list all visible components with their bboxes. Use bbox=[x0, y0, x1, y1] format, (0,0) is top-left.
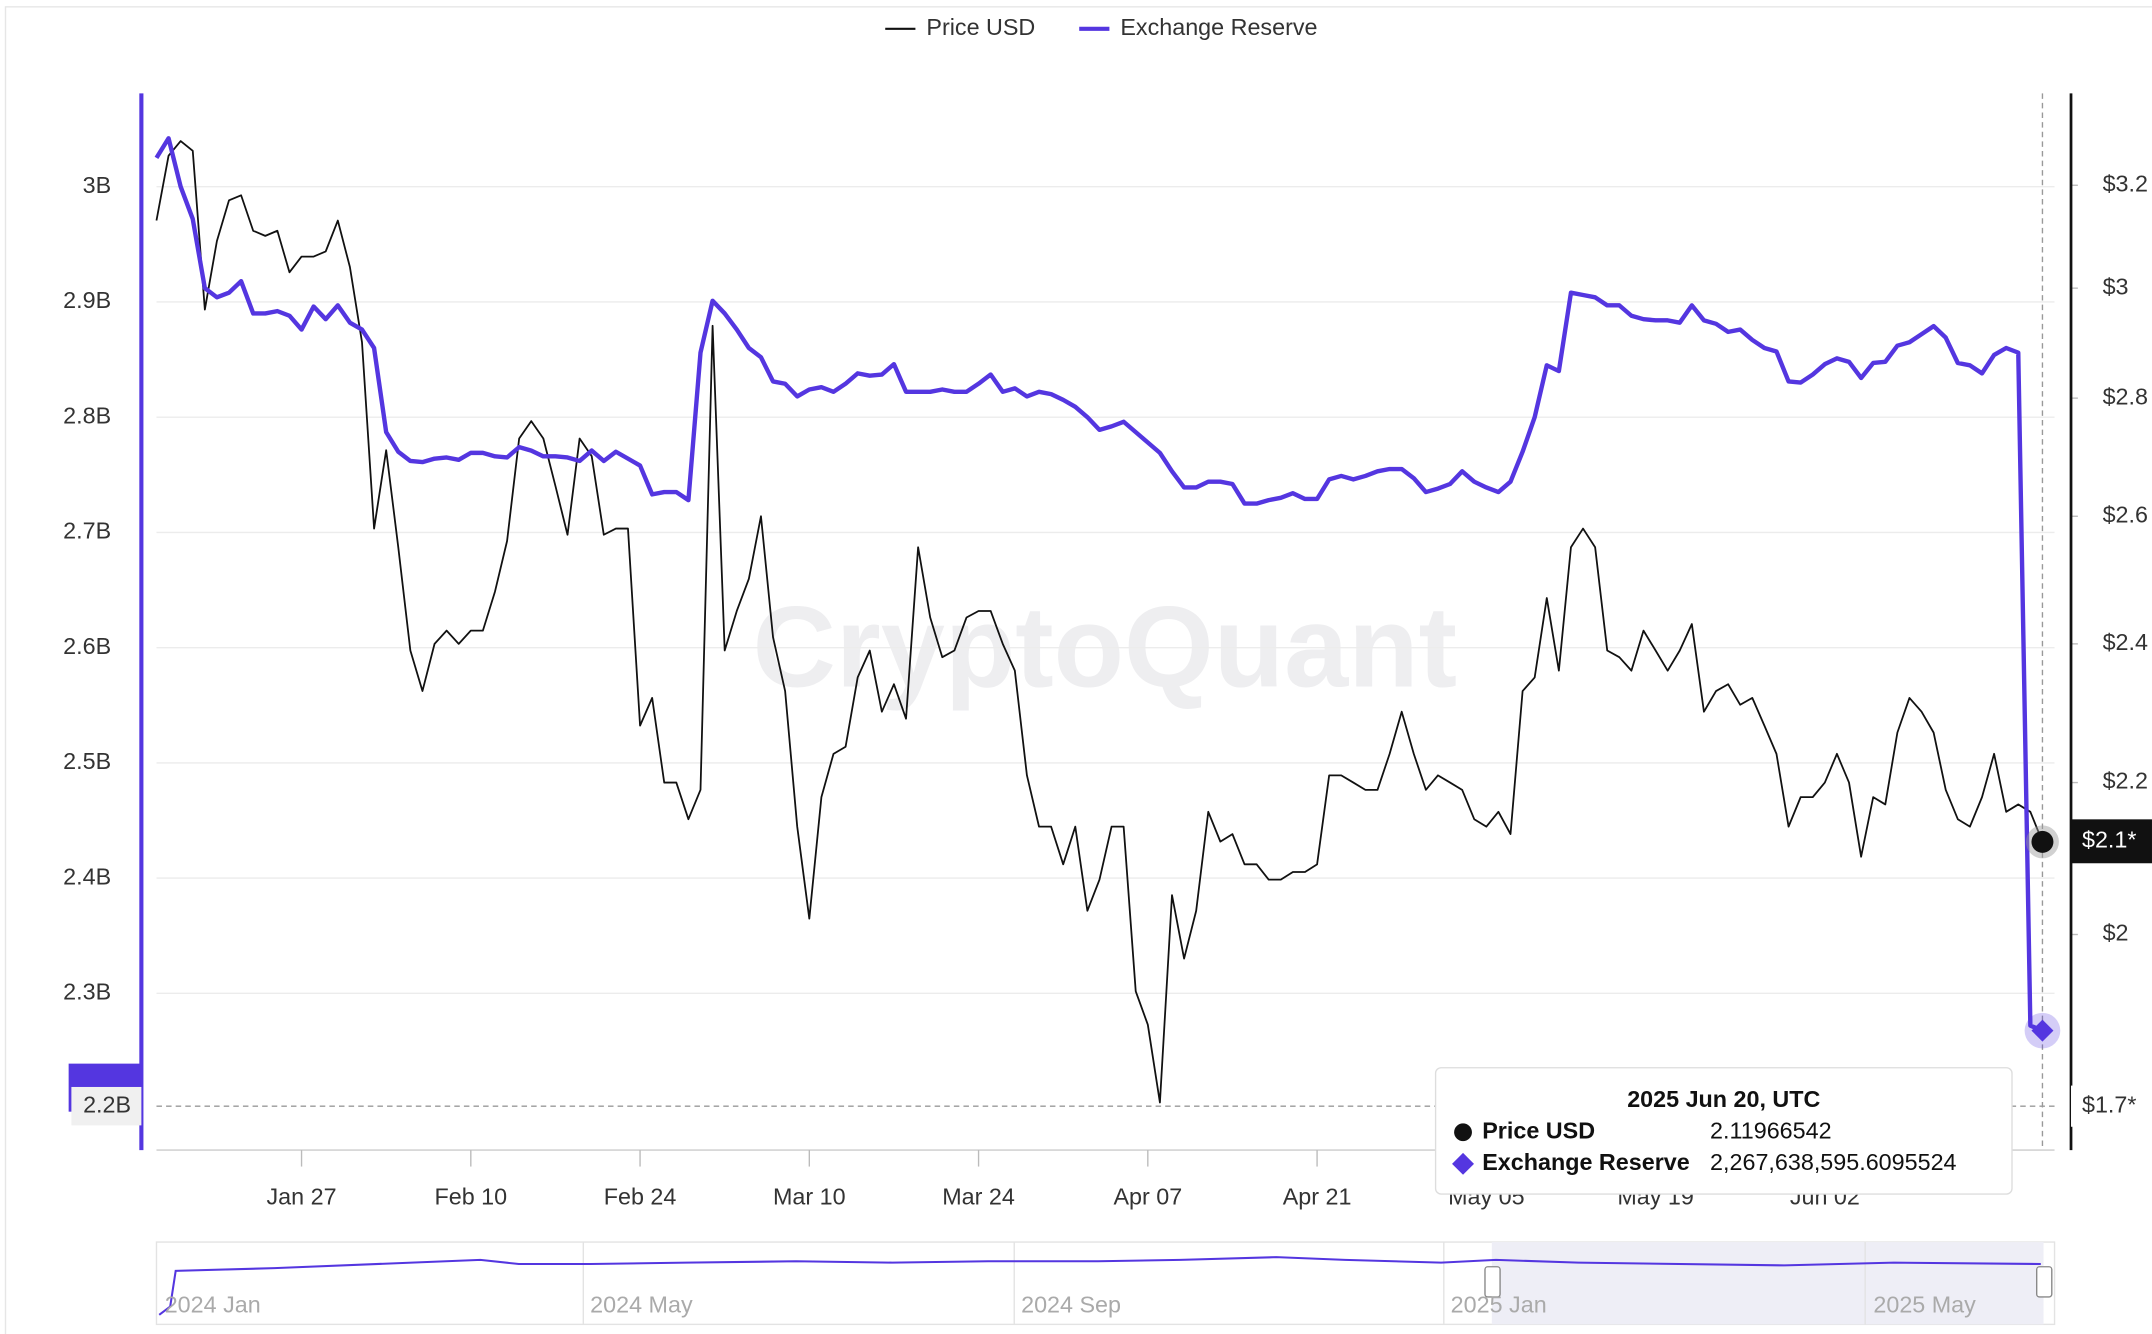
y2-tick-label: $2 bbox=[2103, 920, 2129, 946]
series-line bbox=[155, 140, 2044, 1104]
navigator-handle[interactable] bbox=[1484, 1266, 1501, 1298]
cursor-label: 2.2B bbox=[83, 1091, 131, 1117]
navigator bbox=[155, 1241, 2056, 1326]
plot: 2.3B 2.4B 2.5B 2.6B 2.7B 2.8B 2.9B 3B $2 $2.2 $2.4… bbox=[63, 93, 2152, 1209]
tooltip-name: Price USD bbox=[1482, 1117, 1595, 1143]
cursor-label-box bbox=[71, 1086, 142, 1126]
cursor-label: $1.7* bbox=[2082, 1091, 2136, 1117]
y2-tick-label: $2.8 bbox=[2103, 383, 2148, 409]
tooltip-icon bbox=[1454, 1123, 1472, 1142]
y-tick-label: 2.6B bbox=[63, 633, 111, 659]
navigator-label: 2025 Jan bbox=[1451, 1292, 1547, 1318]
x-tick-label: Feb 10 bbox=[434, 1183, 507, 1209]
tooltip-value: 2,267,638,595.6095524 bbox=[1710, 1149, 1957, 1175]
tooltip-title: 2025 Jun 20, UTC bbox=[1627, 1086, 1820, 1112]
tooltip-box bbox=[1434, 1067, 2013, 1195]
y2-tick-label: $3 bbox=[2103, 273, 2129, 299]
x-tick-label: Mar 24 bbox=[942, 1183, 1015, 1209]
highlight-point bbox=[2031, 830, 2054, 853]
frame bbox=[4, 6, 2152, 1334]
y-tick-label: 2.8B bbox=[63, 402, 111, 428]
y-tick-label: 3B bbox=[83, 172, 112, 198]
navigator-label: 2024 May bbox=[590, 1292, 693, 1318]
navigator-label: 2025 May bbox=[1873, 1292, 1976, 1318]
series-line bbox=[154, 136, 2044, 1033]
navigator-handle[interactable] bbox=[2036, 1266, 2053, 1298]
tooltip-value: 2.11966542 bbox=[1710, 1117, 1832, 1143]
y-tick-label: 2.3B bbox=[63, 979, 111, 1005]
cursor-label-box bbox=[2071, 1085, 2152, 1127]
navigator-labels: 2024 Jan 2024 May 2024 Sep 2025 Jan 2025 May bbox=[165, 1292, 1976, 1318]
tooltip-icon bbox=[1452, 1152, 1475, 1175]
legend-label[interactable]: Exchange Reserve bbox=[1120, 14, 1317, 40]
x-tick-label: Mar 10 bbox=[773, 1183, 846, 1209]
y-tick-label: 2.7B bbox=[63, 518, 111, 544]
tooltip-name: Exchange Reserve bbox=[1482, 1149, 1690, 1175]
x-tick-label: Apr 21 bbox=[1283, 1183, 1352, 1209]
tooltip: 2025 Jun 20, UTC Price USD 2.11966542 Excha… bbox=[1434, 1067, 2013, 1195]
y2-tick-label: $2.6 bbox=[2103, 501, 2148, 527]
y-tick-label: 2.9B bbox=[63, 287, 111, 313]
highlight-point bbox=[2031, 1019, 2054, 1042]
y-tick-label: 2.4B bbox=[63, 863, 111, 889]
navigator-label: 2024 Sep bbox=[1021, 1292, 1121, 1318]
x-tick-label: Apr 07 bbox=[1113, 1183, 1182, 1209]
legend: Price USD Exchange Reserve bbox=[885, 14, 1317, 40]
legend-label[interactable]: Price USD bbox=[926, 14, 1035, 40]
navigator-label: 2024 Jan bbox=[165, 1292, 261, 1318]
x-tick-label: Feb 24 bbox=[604, 1183, 677, 1209]
y2-tick-label: $3.2 bbox=[2103, 170, 2148, 196]
y-tick-label: 2.5B bbox=[63, 748, 111, 774]
navigator-line bbox=[158, 1256, 2041, 1316]
y2-tick-label: $2.2 bbox=[2103, 768, 2148, 794]
cursor-label-box bbox=[2071, 819, 2152, 864]
cursor-label: $2.1* bbox=[2082, 826, 2136, 852]
navigator-selection bbox=[1491, 1242, 2044, 1325]
y2-tick-label: $2.4 bbox=[2103, 629, 2148, 655]
x-tick-label: Jan 27 bbox=[267, 1183, 337, 1209]
